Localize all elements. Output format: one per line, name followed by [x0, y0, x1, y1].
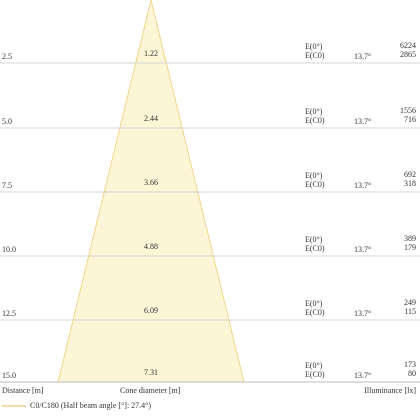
- ec0-label: E(C0): [305, 180, 325, 189]
- ec0-label: E(C0): [305, 116, 325, 125]
- ec0-label: E(C0): [305, 244, 325, 253]
- distance-header: Distance [m]: [2, 386, 44, 395]
- ec0-label: E(C0): [305, 308, 325, 317]
- distance: 2.5: [2, 52, 12, 61]
- half-angle: 13.7°: [354, 52, 371, 61]
- e0-value: 249: [404, 298, 416, 307]
- cone-diameter: 4.88: [144, 242, 158, 251]
- diameter-header: Cone diameter [m]: [120, 386, 181, 395]
- half-angle: 13.7°: [354, 245, 371, 254]
- e0-label: E(0°): [305, 42, 323, 51]
- half-angle: 13.7°: [354, 309, 371, 318]
- e0-value: 173: [404, 360, 416, 369]
- ec0-value: 179: [404, 243, 416, 252]
- cone-diameter: 3.66: [144, 178, 158, 187]
- cone-diameter: 1.22: [144, 49, 158, 58]
- e0-value: 692: [404, 170, 416, 179]
- illuminance-header: Illuminance [lx]: [364, 386, 416, 395]
- distance: 7.5: [2, 181, 12, 190]
- ec0-value: 115: [404, 307, 416, 316]
- ec0-value: 716: [404, 115, 416, 124]
- ec0-value: 318: [404, 179, 416, 188]
- legend-label: C0/C180 (Half beam angle [°]: 27.4°): [30, 401, 151, 410]
- distance: 15.0: [2, 371, 16, 380]
- distance: 12.5: [2, 309, 16, 318]
- ec0-value: 80: [408, 369, 416, 378]
- distance: 10.0: [2, 245, 16, 254]
- e0-label: E(0°): [305, 361, 323, 370]
- ec0-label: E(C0): [305, 51, 325, 60]
- ec0-value: 2865: [400, 50, 416, 59]
- distance: 5.0: [2, 117, 12, 126]
- e0-label: E(0°): [305, 299, 323, 308]
- e0-value: 6224: [400, 41, 416, 50]
- e0-label: E(0°): [305, 171, 323, 180]
- e0-value: 389: [404, 234, 416, 243]
- e0-label: E(0°): [305, 107, 323, 116]
- cone-diameter: 2.44: [144, 114, 158, 123]
- half-angle: 13.7°: [354, 181, 371, 190]
- half-angle: 13.7°: [354, 371, 371, 380]
- cone-diameter: 6.09: [144, 306, 158, 315]
- cone-diameter: 7.31: [144, 368, 158, 377]
- ec0-label: E(C0): [305, 370, 325, 379]
- e0-value: 1556: [400, 106, 416, 115]
- half-angle: 13.7°: [354, 117, 371, 126]
- e0-label: E(0°): [305, 235, 323, 244]
